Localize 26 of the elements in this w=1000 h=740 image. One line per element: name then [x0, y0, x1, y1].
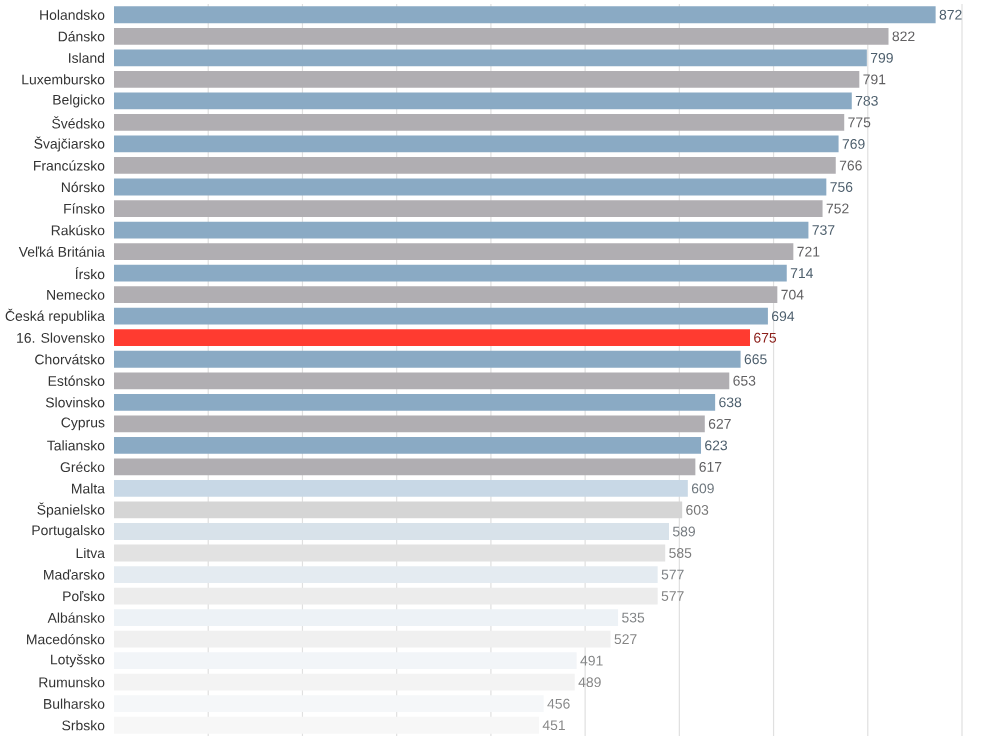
bar	[114, 307, 768, 325]
bar	[114, 630, 611, 648]
bar	[114, 27, 889, 45]
bar	[114, 415, 705, 433]
bar	[114, 135, 839, 153]
bar	[114, 458, 696, 476]
bar	[114, 264, 787, 282]
bar	[114, 200, 823, 217]
bar	[114, 221, 809, 239]
bar	[114, 178, 827, 196]
bar	[114, 436, 702, 454]
bar	[114, 92, 852, 110]
bar	[114, 480, 688, 497]
bar	[114, 157, 836, 174]
bar	[114, 566, 658, 583]
bar	[114, 393, 716, 411]
bar	[114, 6, 936, 24]
bar	[114, 329, 751, 347]
bar	[114, 114, 845, 131]
bar	[114, 350, 741, 368]
bar	[114, 243, 794, 260]
bar	[114, 372, 730, 390]
bar	[114, 286, 778, 304]
bar	[114, 609, 619, 626]
bar	[114, 49, 867, 67]
bar	[114, 70, 860, 88]
